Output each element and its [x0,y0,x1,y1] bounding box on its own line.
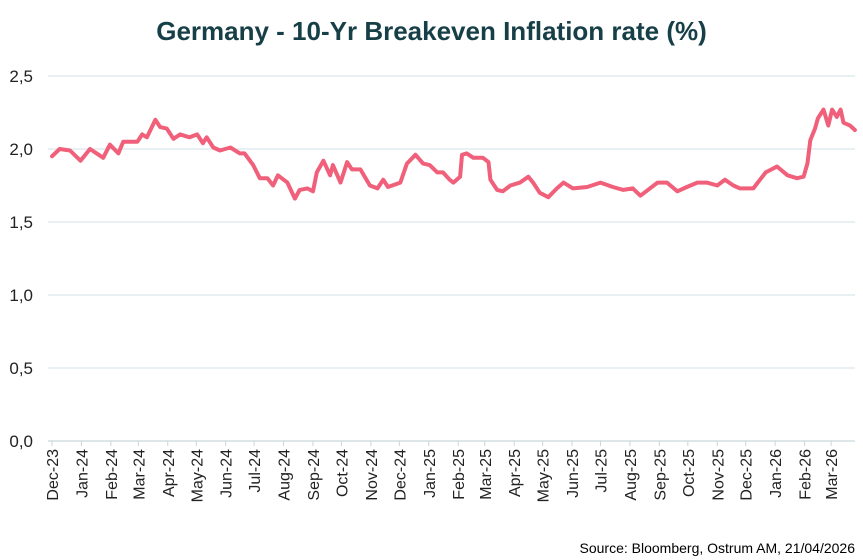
x-tick-label: Aug-25 [623,449,640,501]
x-axis-ticks: Dec-23 Jan-24 Feb-24 Mar-24 Apr-24 May-24 Jun-… [45,441,841,502]
x-tick-label: Apr-24 [161,449,178,497]
x-tick-label: Mar-25 [478,449,495,500]
x-tick-label: Dec-24 [392,449,409,501]
x-tick-label: Jan-24 [74,449,91,498]
x-tick-label: Oct-25 [681,449,698,497]
y-tick-label: 1,5 [9,213,33,232]
x-tick-label: Feb-26 [798,449,815,500]
x-tick-label: Dec-25 [739,449,756,501]
y-tick-label: 0,0 [9,432,33,451]
x-tick-label: May-24 [189,449,206,502]
x-tick-label: Mar-26 [824,449,841,500]
x-tick-label: Nov-24 [364,449,381,501]
y-tick-label: 1,0 [9,286,33,305]
x-tick-label: Feb-24 [104,449,121,500]
x-tick-label: Mar-24 [131,449,148,500]
x-tick-label: Jul-25 [594,449,611,493]
y-tick-label: 2,0 [9,140,33,159]
x-tick-label: Dec-23 [45,449,62,501]
series-line [50,107,857,201]
x-tick-label: Jan-25 [422,449,439,498]
gridlines [48,75,855,442]
chart-title: Germany - 10-Yr Breakeven Inflation rate… [156,16,707,46]
x-tick-label: Jul-24 [247,449,264,493]
y-axis-ticks: 0,0 0,5 1,0 1,5 2,0 2,5 [9,67,33,451]
x-tick-label: Jun-24 [219,449,236,498]
y-tick-label: 2,5 [9,67,33,86]
x-tick-label: Jun-25 [565,449,582,498]
x-tick-label: Apr-25 [507,449,524,497]
x-tick-label: Jan-26 [768,449,785,498]
series-group [50,107,857,201]
y-tick-label: 0,5 [9,359,33,378]
data-points [51,109,855,199]
x-tick-label: Feb-25 [451,449,468,500]
x-tick-label: Nov-25 [710,449,727,501]
x-tick-label: May-25 [536,449,553,502]
x-tick-label: Aug-24 [277,449,294,501]
x-tick-label: Oct-24 [334,449,351,497]
source-note: Source: Bloomberg, Ostrum AM, 21/04/2026 [579,540,855,556]
x-tick-label: Sep-25 [652,449,669,501]
x-tick-label: Sep-24 [306,449,323,501]
